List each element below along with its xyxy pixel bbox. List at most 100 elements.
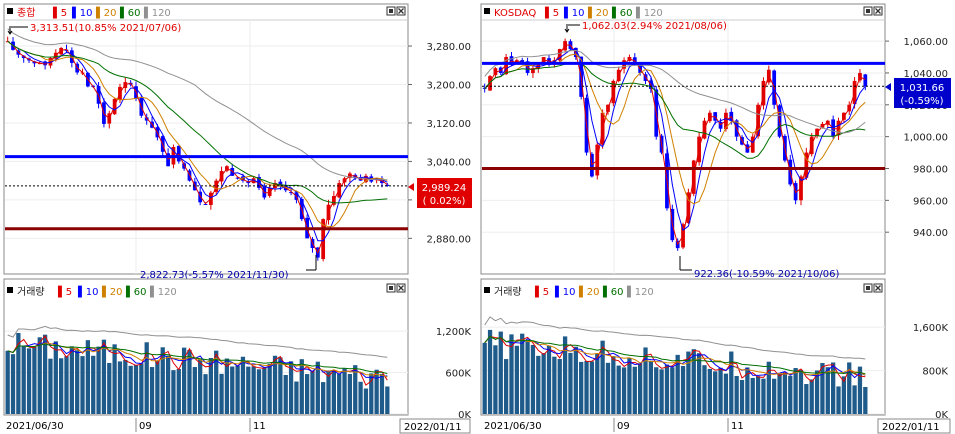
close-icon[interactable] xyxy=(396,283,406,293)
price-axis-label: 2,880.00 xyxy=(426,234,471,245)
volume-bar xyxy=(584,360,589,414)
volume-bar xyxy=(723,373,729,414)
volume-bar xyxy=(718,367,723,414)
ma-legend-10[interactable]: ▌10 xyxy=(71,6,92,19)
ma-line-120 xyxy=(484,49,866,134)
candle-body xyxy=(64,49,69,51)
close-icon[interactable] xyxy=(873,283,883,293)
volume-bar xyxy=(841,376,847,414)
volume-bar xyxy=(128,365,133,414)
volume-bar xyxy=(745,367,750,414)
ma-legend-5[interactable]: ▌5 xyxy=(52,6,67,19)
kospi-volume-icon[interactable] xyxy=(7,287,13,293)
vol-ma-legend-10[interactable]: ▌10 xyxy=(554,285,575,298)
ma-legend-20[interactable]: ▌20 xyxy=(587,6,608,19)
volume-bar xyxy=(48,358,53,414)
close-icon[interactable] xyxy=(873,6,883,16)
volume-bar xyxy=(568,352,573,414)
volume-ma-line-10 xyxy=(7,341,388,379)
kospi-volume-ma-legend[interactable]: ▌5 ▌10 ▌20 ▌60 ▌120 xyxy=(57,285,177,298)
volume-bar xyxy=(777,373,782,414)
volume-bar xyxy=(294,381,299,414)
volume-axis-label: 1,600K xyxy=(913,323,949,334)
kosdaq-volume-bars xyxy=(482,329,868,414)
volume-bar xyxy=(187,349,192,414)
vol-ma-legend-120[interactable]: ▌120 xyxy=(149,285,177,298)
ma-legend-10[interactable]: ▌10 xyxy=(563,6,584,19)
close-icon[interactable] xyxy=(396,6,406,16)
maximize-icon[interactable] xyxy=(386,283,396,293)
kosdaq-current-change: (-0.59%) xyxy=(900,96,943,107)
kosdaq-series-icon[interactable] xyxy=(484,8,490,14)
kosdaq-date-label: 2022/01/11 xyxy=(882,422,940,433)
kosdaq-current-value: 1,031.66 xyxy=(900,83,945,94)
volume-bar xyxy=(230,366,235,414)
kospi-date-box xyxy=(399,418,471,434)
candle-body xyxy=(166,153,170,167)
ma-legend-120[interactable]: ▌120 xyxy=(635,6,663,19)
volume-bar xyxy=(611,356,616,414)
vol-ma-legend-60[interactable]: ▌60 xyxy=(125,285,146,298)
volume-bar xyxy=(573,346,578,414)
volume-bar xyxy=(772,378,777,414)
volume-bar xyxy=(235,365,240,414)
volume-bar xyxy=(648,360,654,414)
ma-line-60 xyxy=(7,40,388,204)
candle-body xyxy=(358,176,363,181)
volume-bar xyxy=(139,363,144,414)
vol-ma-legend-5[interactable]: ▌5 xyxy=(534,285,549,298)
ma-legend-60[interactable]: ▌60 xyxy=(611,6,632,19)
candle-body xyxy=(353,174,358,179)
kospi-low-label: 2,822.73(-5.57% 2021/11/30) xyxy=(140,270,289,281)
volume-axis-label: 0K xyxy=(458,410,471,421)
kosdaq-low-label: 922.36(-10.59% 2021/10/06) xyxy=(694,269,839,280)
volume-bar xyxy=(809,379,814,414)
ma-legend-5[interactable]: ▌5 xyxy=(544,6,559,19)
volume-bar xyxy=(686,351,691,414)
vol-ma-legend-60[interactable]: ▌60 xyxy=(602,285,623,298)
kosdaq-volume-axis: 1,600K 800K 0K xyxy=(913,323,949,421)
volume-bar xyxy=(552,356,557,414)
vol-ma-legend-20[interactable]: ▌20 xyxy=(578,285,599,298)
volume-bar xyxy=(80,356,85,414)
volume-axis-label: 1,200K xyxy=(436,327,472,338)
volume-bar xyxy=(696,353,702,414)
kospi-series-icon[interactable] xyxy=(7,8,13,14)
volume-bar xyxy=(26,348,32,414)
volume-bar xyxy=(107,362,112,414)
volume-bar xyxy=(525,340,530,414)
price-axis-label: 1,000.00 xyxy=(903,133,948,144)
volume-bar xyxy=(337,373,342,414)
volume-bar xyxy=(64,356,69,414)
volume-bar xyxy=(379,373,385,414)
volume-axis-label: 800K xyxy=(922,367,948,378)
vol-ma-legend-20[interactable]: ▌20 xyxy=(101,285,122,298)
maximize-icon[interactable] xyxy=(863,283,873,293)
maximize-icon[interactable] xyxy=(386,6,396,16)
kospi-high-arrow xyxy=(7,26,13,35)
volume-bar xyxy=(680,365,686,414)
volume-ma-line-120 xyxy=(484,316,866,360)
ma-legend-120[interactable]: ▌120 xyxy=(143,6,171,19)
candle-body xyxy=(385,184,390,186)
kospi-ma-legend[interactable]: ▌5 ▌10 ▌20 ▌60 ▌120 xyxy=(52,6,171,19)
volume-bar xyxy=(541,353,546,414)
kospi-current-marker xyxy=(408,183,414,191)
volume-bar xyxy=(353,365,358,414)
volume-bar xyxy=(358,381,363,414)
volume-bar xyxy=(42,334,48,414)
volume-bar xyxy=(863,386,868,414)
kosdaq-volume-ma-legend[interactable]: ▌5 ▌10 ▌20 ▌60 ▌120 xyxy=(534,285,654,298)
ma-legend-20[interactable]: ▌20 xyxy=(95,6,116,19)
kosdaq-ma-legend[interactable]: ▌5 ▌10 ▌20 ▌60 ▌120 xyxy=(544,6,663,19)
ma-legend-60[interactable]: ▌60 xyxy=(119,6,140,19)
volume-bar xyxy=(321,382,326,414)
volume-bar xyxy=(32,346,37,414)
maximize-icon[interactable] xyxy=(863,6,873,16)
vol-ma-legend-10[interactable]: ▌10 xyxy=(77,285,98,298)
volume-bar xyxy=(37,337,42,414)
kosdaq-volume-icon[interactable] xyxy=(484,287,490,293)
vol-ma-legend-5[interactable]: ▌5 xyxy=(57,285,72,298)
volume-bar xyxy=(16,333,21,414)
vol-ma-legend-120[interactable]: ▌120 xyxy=(626,285,654,298)
